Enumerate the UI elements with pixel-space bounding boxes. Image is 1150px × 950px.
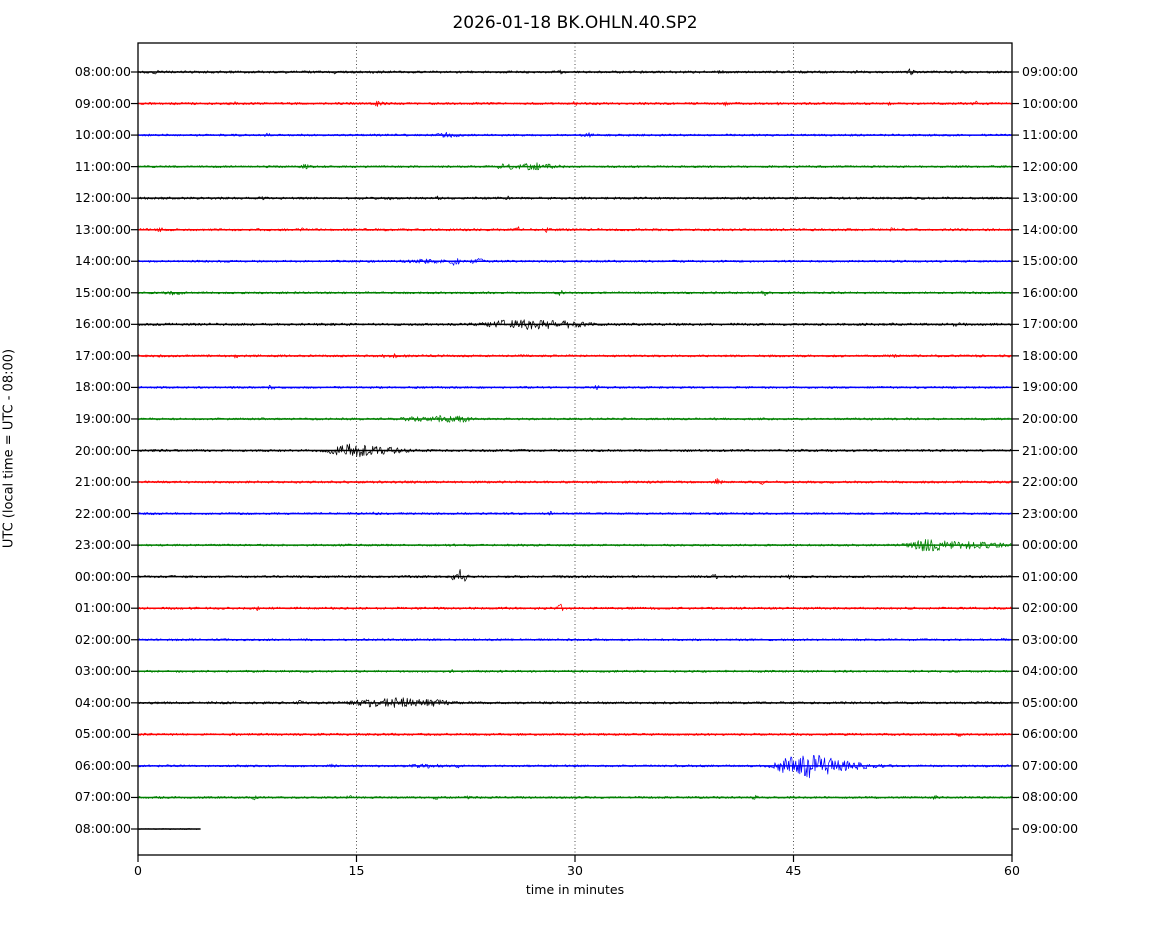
local-row-label: 11:00:00	[1022, 127, 1079, 143]
seismic-trace	[137, 510, 1012, 516]
seismic-trace	[137, 637, 1012, 642]
local-row-label: 12:00:00	[1022, 158, 1079, 174]
utc-row-label: 03:00:00	[74, 663, 131, 679]
x-tick-label: 60	[1004, 863, 1020, 878]
utc-row-label: 04:00:00	[74, 694, 131, 710]
utc-row-label: 09:00:00	[74, 95, 131, 111]
utc-row-label: 14:00:00	[74, 253, 131, 269]
seismic-trace	[137, 478, 1012, 485]
x-tick-label: 45	[785, 863, 802, 878]
seismic-trace	[137, 162, 1012, 171]
seismic-trace	[137, 195, 1012, 201]
seismic-trace	[137, 603, 1012, 612]
local-row-label: 09:00:00	[1022, 64, 1079, 79]
local-row-label: 19:00:00	[1022, 379, 1079, 395]
y-axis-label: UTC (local time = UTC - 08:00)	[1, 348, 17, 549]
utc-row-label: 05:00:00	[74, 726, 131, 742]
utc-row-label: 23:00:00	[74, 537, 131, 553]
utc-row-label: 00:00:00	[74, 568, 131, 584]
seismic-trace	[137, 443, 1012, 458]
utc-row-label: 22:00:00	[74, 505, 131, 521]
utc-row-label: 01:00:00	[74, 600, 131, 616]
seismic-trace	[137, 68, 1012, 76]
local-row-label: 02:00:00	[1022, 600, 1079, 616]
seismic-trace	[137, 319, 1012, 330]
utc-row-label: 13:00:00	[74, 221, 131, 237]
seismic-trace	[137, 258, 1012, 266]
seismic-trace	[137, 828, 201, 830]
local-row-label: 06:00:00	[1022, 726, 1079, 742]
x-tick-label: 0	[134, 863, 142, 878]
utc-row-label: 11:00:00	[74, 158, 131, 174]
local-row-label: 00:00:00	[1022, 537, 1079, 553]
utc-row-label: 08:00:00	[74, 821, 131, 836]
local-row-label: 05:00:00	[1022, 694, 1079, 710]
local-row-label: 14:00:00	[1022, 221, 1079, 237]
utc-row-label: 06:00:00	[74, 757, 131, 773]
utc-row-label: 15:00:00	[74, 284, 131, 300]
local-row-label: 07:00:00	[1022, 757, 1079, 773]
local-row-label: 21:00:00	[1022, 442, 1079, 458]
local-row-label: 15:00:00	[1022, 253, 1079, 269]
seismic-trace	[137, 290, 1012, 296]
x-tick-label: 15	[348, 863, 365, 878]
seismic-trace	[137, 669, 1012, 673]
local-row-label: 10:00:00	[1022, 95, 1079, 111]
seismic-trace	[137, 794, 1012, 801]
local-row-label: 13:00:00	[1022, 190, 1079, 206]
seismic-trace	[137, 754, 1012, 779]
utc-row-label: 08:00:00	[74, 64, 131, 79]
local-row-label: 03:00:00	[1022, 631, 1079, 647]
chart-title: 2026-01-18 BK.OHLN.40.SP2	[452, 13, 698, 33]
seismic-trace	[137, 353, 1012, 359]
utc-row-label: 17:00:00	[74, 347, 131, 363]
x-axis-label: time in minutes	[525, 882, 625, 897]
utc-row-label: 02:00:00	[74, 631, 131, 647]
seismic-trace	[137, 384, 1012, 390]
seismic-trace	[137, 697, 1012, 708]
local-row-label: 23:00:00	[1022, 505, 1079, 521]
utc-row-label: 07:00:00	[74, 789, 131, 805]
local-row-label: 18:00:00	[1022, 347, 1079, 363]
seismic-trace	[137, 539, 1012, 552]
utc-row-label: 12:00:00	[74, 190, 131, 206]
seismic-trace	[137, 100, 1012, 107]
local-row-label: 04:00:00	[1022, 663, 1079, 679]
local-row-label: 20:00:00	[1022, 410, 1079, 426]
seismic-trace	[137, 131, 1012, 138]
utc-row-label: 21:00:00	[74, 474, 131, 490]
seismic-trace	[137, 569, 1012, 582]
utc-row-label: 16:00:00	[74, 316, 131, 332]
utc-row-label: 18:00:00	[74, 379, 131, 395]
x-tick-label: 30	[567, 863, 583, 878]
axes-frame	[137, 42, 1013, 856]
local-row-label: 17:00:00	[1022, 316, 1079, 332]
utc-row-label: 10:00:00	[74, 127, 131, 143]
local-row-label: 08:00:00	[1022, 789, 1079, 805]
local-row-label: 01:00:00	[1022, 568, 1079, 584]
seismic-trace	[137, 732, 1012, 737]
local-row-label: 16:00:00	[1022, 284, 1079, 300]
utc-row-label: 19:00:00	[74, 410, 131, 426]
seismic-trace	[138, 414, 1012, 423]
local-row-label: 09:00:00	[1022, 821, 1079, 836]
local-row-label: 22:00:00	[1022, 474, 1079, 490]
utc-row-label: 20:00:00	[74, 442, 131, 458]
seismic-trace	[137, 226, 1012, 233]
